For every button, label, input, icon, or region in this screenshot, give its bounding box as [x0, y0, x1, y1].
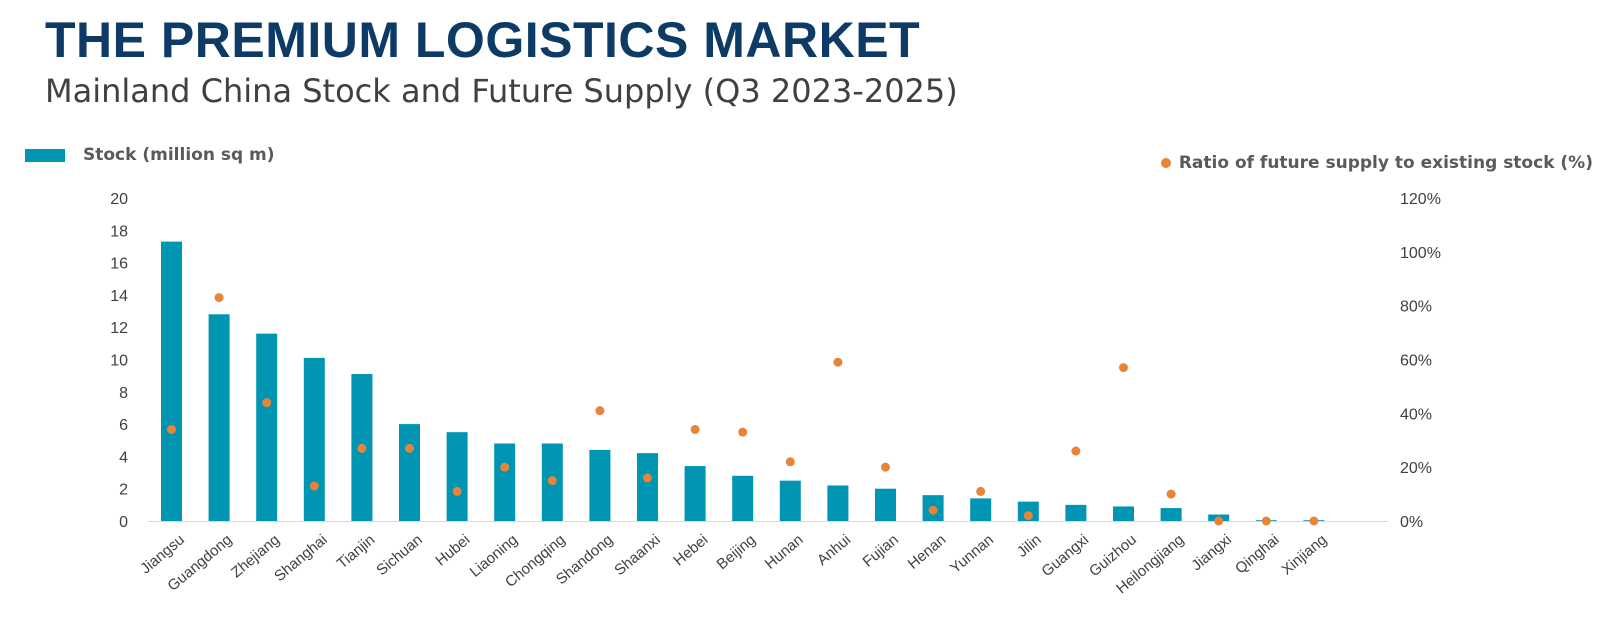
ratio-point: [690, 424, 700, 434]
y-left-tick-label: 18: [110, 223, 128, 240]
ratio-point: [976, 486, 986, 496]
page-title: THE PREMIUM LOGISTICS MARKET: [45, 12, 921, 68]
legend-stock: Stock (million sq m): [25, 145, 275, 165]
ratio-point: [595, 406, 605, 416]
y-left-tick-label: 4: [119, 449, 128, 466]
x-category-label: Guangxi: [1038, 531, 1092, 580]
x-category-label: Jiangxi: [1188, 531, 1235, 574]
bar: [256, 333, 278, 521]
ratio-point: [928, 505, 938, 515]
x-category-label: Henan: [905, 531, 950, 572]
ratio-point: [738, 427, 748, 437]
bar: [303, 357, 325, 521]
legend-ratio: Ratio of future supply to existing stock…: [1160, 153, 1593, 173]
ratio-point: [785, 457, 795, 467]
page-subtitle: Mainland China Stock and Future Supply (…: [45, 72, 958, 110]
x-category-label: Fujian: [860, 531, 902, 570]
ratio-point: [1261, 516, 1271, 526]
ratio-point: [309, 481, 319, 491]
ratio-point: [1023, 511, 1033, 521]
x-category-label: Anhui: [814, 531, 854, 569]
x-category-label: Yunnan: [947, 531, 997, 577]
y-left-tick-label: 20: [110, 191, 128, 208]
y-left-tick-label: 12: [110, 320, 128, 337]
bar: [1065, 504, 1087, 521]
bar: [494, 443, 516, 521]
x-category-label: Hebei: [670, 531, 711, 569]
bar: [637, 453, 658, 521]
bar: [732, 475, 754, 521]
bar: [399, 424, 420, 521]
bar: [1113, 506, 1134, 521]
y-right-tick-label: 120%: [1400, 191, 1441, 208]
ratio-point: [1166, 489, 1176, 499]
x-category-label: Shaanxi: [611, 531, 663, 579]
ratio-point: [357, 443, 367, 453]
y-left-tick-label: 14: [110, 288, 128, 305]
legend-dot-marker: [1160, 158, 1171, 168]
bar: [208, 314, 230, 521]
legend-ratio-label: Ratio of future supply to existing stock…: [1178, 153, 1593, 173]
ratio-point: [167, 424, 176, 434]
y-left-tick-label: 0: [119, 514, 128, 531]
y-left-tick-label: 16: [110, 256, 128, 273]
y-right-tick-label: 100%: [1400, 245, 1441, 262]
ratio-point: [214, 293, 224, 303]
ratio-point: [500, 462, 510, 472]
y-right-tick-label: 40%: [1400, 406, 1432, 423]
ratio-point: [881, 462, 890, 472]
ratio-point: [1071, 446, 1081, 456]
x-category-label: Tianjin: [334, 531, 378, 572]
x-category-label: Beijing: [714, 531, 759, 573]
bar: [970, 498, 992, 521]
bar: [684, 466, 706, 521]
ratio-point: [262, 398, 272, 408]
x-category-label: Shanghai: [271, 531, 330, 585]
bar: [875, 488, 896, 521]
x-category-label: Jilin: [1014, 531, 1045, 561]
x-category-label: Qinghai: [1232, 531, 1283, 577]
x-category-label: Sichuan: [373, 531, 425, 579]
y-right-tick-label: 20%: [1400, 460, 1432, 477]
x-category-label: Hubei: [432, 531, 473, 569]
ratio-point: [833, 357, 843, 367]
y-left-tick-label: 10: [110, 353, 128, 370]
ratio-point: [452, 486, 462, 496]
ratio-point: [643, 473, 652, 483]
x-category-label: Xinjiang: [1278, 531, 1330, 578]
y-left-tick-label: 8: [119, 385, 128, 402]
legend-stock-label: Stock (million sq m): [83, 145, 275, 165]
y-left-tick-label: 2: [119, 482, 128, 499]
x-category-label: Hunan: [762, 531, 807, 572]
y-right-tick-label: 0%: [1400, 514, 1423, 531]
ratio-point: [405, 443, 414, 453]
y-right-tick-label: 80%: [1400, 299, 1432, 316]
bar: [446, 432, 468, 521]
bar: [161, 241, 182, 522]
legend-bar-swatch: [25, 148, 65, 162]
y-right-tick-label: 60%: [1400, 353, 1432, 370]
ratio-point: [1119, 363, 1128, 373]
ratio-point: [1309, 516, 1319, 526]
bar: [589, 449, 611, 521]
bar: [779, 480, 801, 521]
bar: [1160, 508, 1182, 521]
ratio-point: [1214, 516, 1224, 526]
ratio-point: [547, 476, 557, 486]
y-left-tick-label: 6: [119, 417, 128, 434]
bar: [827, 485, 849, 521]
